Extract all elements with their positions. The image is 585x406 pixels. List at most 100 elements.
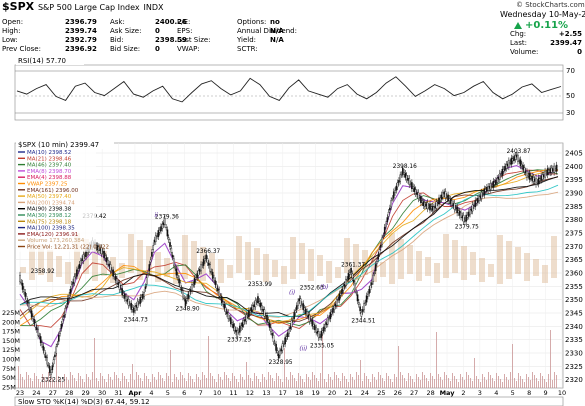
- candle-body: [195, 277, 197, 280]
- price-volume-bar: [20, 267, 26, 273]
- candle-body: [230, 317, 232, 325]
- sto-title: Slow STO %K(14) %D(3) 67.44, 59.12: [18, 398, 150, 406]
- candle-body: [455, 207, 457, 210]
- candle-body: [254, 300, 257, 308]
- volume-bar: [556, 375, 557, 388]
- volume-bar: [198, 377, 199, 388]
- candle-body: [332, 308, 334, 313]
- volume-bar: [82, 379, 83, 388]
- candle-body: [122, 293, 125, 296]
- volume-bar: [370, 382, 371, 388]
- volume-bar: [22, 377, 23, 388]
- price-tick-label: 2320: [565, 376, 583, 384]
- volume-bar: [188, 373, 189, 388]
- candle-body: [233, 326, 236, 331]
- volume-bar: [534, 375, 535, 388]
- candle-body: [176, 275, 179, 278]
- volume-bar: [428, 381, 429, 388]
- candle-body: [170, 247, 173, 253]
- candle-body: [158, 229, 161, 233]
- candle-body: [174, 267, 176, 269]
- legend-entry: EMA(120) 2396.91: [27, 232, 78, 238]
- volume-bar: [308, 377, 309, 388]
- candle-body: [347, 272, 350, 280]
- volume-bar: [352, 377, 353, 388]
- price-volume-bar: [245, 242, 251, 280]
- candle-body: [78, 264, 81, 269]
- date-tick-label: 4: [149, 389, 153, 397]
- legend-entry: MA(100) 2398.35: [27, 226, 75, 232]
- candle-body: [461, 215, 464, 219]
- candle-body: [292, 319, 294, 321]
- candle-body: [246, 315, 249, 317]
- price-volume-bar: [335, 267, 341, 278]
- candle-body: [20, 282, 23, 284]
- right-quote-label: Chg:: [510, 30, 527, 38]
- candle-body: [45, 355, 47, 358]
- volume-bar: [406, 381, 407, 388]
- candle-body: [501, 168, 504, 176]
- volume-bar: [460, 374, 461, 388]
- candle-body: [404, 173, 407, 178]
- price-tick-label: 2350: [565, 296, 583, 304]
- candle-body: [182, 290, 184, 298]
- candle-body: [412, 186, 414, 189]
- candle-body: [166, 229, 169, 237]
- brand-logo: © StockCharts.com: [516, 1, 585, 9]
- candle-body: [25, 296, 28, 301]
- candle-body: [245, 314, 248, 322]
- candle-body: [399, 174, 402, 182]
- volume-bar: [270, 375, 271, 388]
- candle-body: [409, 183, 412, 185]
- candle-body: [438, 197, 440, 205]
- candle-body: [171, 254, 174, 258]
- candle-body: [487, 185, 489, 191]
- quote-label: High:: [2, 27, 21, 35]
- volume-bar: [162, 378, 163, 388]
- volume-bar: [478, 379, 479, 388]
- volume-bar: [452, 373, 453, 388]
- candle-body: [530, 176, 532, 179]
- quote-value: N/A: [270, 27, 284, 35]
- candle-body: [433, 206, 435, 212]
- candle-body: [338, 293, 341, 301]
- candle-body: [443, 191, 445, 195]
- candle-body: [294, 310, 297, 313]
- legend-entry: MA(21) 2398.46: [27, 156, 72, 162]
- candle-body: [467, 211, 470, 217]
- candle-body: [301, 304, 303, 306]
- moving-average-line: [19, 176, 559, 323]
- volume-bar: [384, 381, 385, 388]
- candle-body: [217, 288, 219, 291]
- volume-bar: [194, 382, 195, 388]
- candle-body: [444, 191, 447, 199]
- legend-entry: MA(90) 2398.38: [27, 207, 72, 213]
- price-volume-bar: [353, 244, 359, 280]
- legend-entry: EMA(8) 2398.70: [27, 169, 72, 175]
- volume-tick-label: 150M: [2, 337, 20, 345]
- volume-tick-label: 100M: [2, 356, 20, 364]
- candle-body: [272, 335, 275, 342]
- candle-body: [427, 206, 430, 208]
- candle-body: [351, 273, 354, 279]
- date-tick-label: 20: [328, 389, 336, 397]
- candle-body: [447, 194, 449, 202]
- volume-bar: [72, 375, 73, 388]
- candle-body: [473, 205, 475, 207]
- volume-bar: [518, 373, 519, 388]
- candle-body: [306, 311, 308, 316]
- candle-body: [354, 283, 356, 291]
- candle-body: [48, 366, 51, 373]
- price-volume-bar: [425, 257, 431, 276]
- candle-body: [242, 320, 245, 325]
- candle-body: [535, 177, 537, 185]
- volume-bar: [340, 381, 341, 388]
- price-volume-bar: [398, 239, 404, 279]
- candle-body: [266, 314, 268, 322]
- candle-body: [72, 281, 74, 285]
- volume-bar: [156, 380, 157, 388]
- volume-bar: [334, 372, 335, 388]
- candle-body: [518, 160, 521, 162]
- date-tick-label: 19: [311, 389, 319, 397]
- volume-bar: [412, 379, 413, 388]
